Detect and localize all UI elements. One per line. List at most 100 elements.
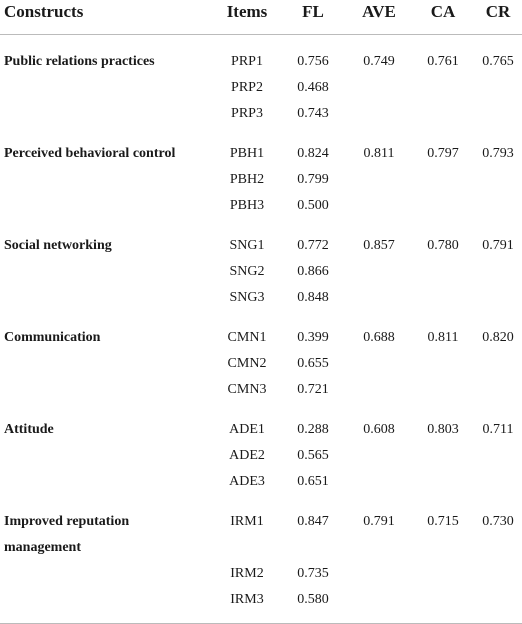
fl-cell: 0.580 — [280, 587, 346, 624]
ca-cell — [412, 101, 474, 127]
construct-name: Public relations practices — [4, 54, 155, 69]
fl-cell: 0.756 — [297, 54, 329, 69]
item-cell: PRP3 — [231, 106, 263, 121]
item-cell: IRM2 — [230, 566, 264, 581]
table-row: CMN3 0.721 — [0, 377, 522, 403]
cr-cell — [474, 259, 522, 285]
construct-cell — [0, 75, 214, 101]
item-cell: PRP2 — [231, 80, 263, 95]
ave-cell — [346, 285, 412, 311]
fl-cell: 0.743 — [297, 106, 329, 121]
construct-cell — [0, 167, 214, 193]
ca-cell: 0.761 — [427, 54, 459, 69]
table-row: SNG2 0.866 — [0, 259, 522, 285]
ca-cell — [412, 75, 474, 101]
header-cell: AVE — [346, 0, 412, 35]
cr-cell — [474, 443, 522, 469]
cr-cell — [474, 587, 522, 624]
fl-cell: 0.772 — [297, 238, 329, 253]
ave-cell — [346, 377, 412, 403]
cr-cell — [474, 469, 522, 495]
construct-name: Communication — [4, 330, 101, 345]
table-row: IRM2 0.735 — [0, 561, 522, 587]
ca-cell: 0.811 — [427, 330, 459, 345]
item-cell: PRP1 — [231, 54, 263, 69]
construct-name: Social networking — [4, 238, 112, 253]
ca-cell — [412, 285, 474, 311]
cr-cell: 0.820 — [482, 330, 514, 345]
cr-cell — [474, 193, 522, 219]
fl-cell: 0.824 — [297, 146, 329, 161]
ave-cell — [346, 193, 412, 219]
ca-cell — [412, 443, 474, 469]
table-row: Social networking SNG1 0.772 0.857 0.780 0.79… — [0, 219, 522, 259]
fl-cell: 0.847 — [297, 514, 329, 529]
construct-cell: Improved reputation management — [0, 495, 214, 561]
ca-cell — [412, 351, 474, 377]
construct-cell: Perceived behavioral control — [0, 127, 214, 167]
fl-cell: 0.399 — [297, 330, 329, 345]
cr-cell: 0.765 — [482, 54, 514, 69]
cr-cell — [474, 75, 522, 101]
fl-cell: 0.799 — [297, 172, 329, 187]
construct-name: Improved reputation management — [4, 514, 130, 555]
fl-cell: 0.848 — [297, 290, 329, 305]
item-cell: IRM3 — [214, 587, 280, 624]
ave-cell: 0.608 — [363, 422, 395, 437]
ave-cell — [346, 351, 412, 377]
ca-cell — [412, 167, 474, 193]
ave-cell — [346, 101, 412, 127]
item-cell: ADE3 — [229, 474, 265, 489]
ave-cell — [346, 443, 412, 469]
construct-cell — [0, 285, 214, 311]
item-cell: ADE2 — [229, 448, 265, 463]
item-cell: SNG1 — [229, 238, 265, 253]
item-cell: PBH2 — [229, 172, 265, 187]
fl-cell: 0.655 — [297, 356, 329, 371]
ca-cell: 0.780 — [427, 238, 459, 253]
table-row: Public relations practices PRP1 0.756 0.749… — [0, 35, 522, 76]
table-row: ADE2 0.565 — [0, 443, 522, 469]
ca-cell — [412, 193, 474, 219]
construct-cell — [0, 101, 214, 127]
construct-cell — [0, 259, 214, 285]
header-cell: Constructs — [0, 0, 214, 35]
table-row: Attitude ADE1 0.288 0.608 0.803 0.711 — [0, 403, 522, 443]
table-row: PRP2 0.468 — [0, 75, 522, 101]
item-cell: PBH1 — [229, 146, 265, 161]
ca-cell — [412, 469, 474, 495]
construct-cell — [0, 469, 214, 495]
construct-cell — [0, 443, 214, 469]
construct-cell — [0, 351, 214, 377]
table-row: Perceived behavioral control PBH1 0.824 0.8… — [0, 127, 522, 167]
table-row: SNG3 0.848 — [0, 285, 522, 311]
ave-cell: 0.688 — [363, 330, 395, 345]
ca-cell: 0.797 — [427, 146, 459, 161]
ave-cell — [346, 587, 412, 624]
construct-cell: Attitude — [0, 403, 214, 443]
ave-cell — [346, 259, 412, 285]
fl-cell: 0.651 — [297, 474, 329, 489]
construct-cell — [0, 587, 214, 624]
construct-cell — [0, 193, 214, 219]
construct-cell — [0, 377, 214, 403]
cr-cell: 0.730 — [482, 514, 514, 529]
construct-name: Perceived behavioral control — [4, 146, 176, 161]
ave-cell — [346, 167, 412, 193]
cr-cell — [474, 561, 522, 587]
table-row: Improved reputation management IRM1 0.847 0… — [0, 495, 522, 561]
header-cell: CR — [474, 0, 522, 35]
cr-cell: 0.791 — [482, 238, 514, 253]
cr-cell — [474, 285, 522, 311]
header-cell: FL — [280, 0, 346, 35]
fl-cell: 0.735 — [297, 566, 329, 581]
ave-cell — [346, 469, 412, 495]
header-cell: Items — [214, 0, 280, 35]
cr-cell — [474, 351, 522, 377]
ca-cell — [412, 587, 474, 624]
construct-name: Attitude — [4, 422, 54, 437]
ca-cell — [412, 561, 474, 587]
ave-cell: 0.749 — [363, 54, 395, 69]
ave-cell: 0.857 — [363, 238, 395, 253]
